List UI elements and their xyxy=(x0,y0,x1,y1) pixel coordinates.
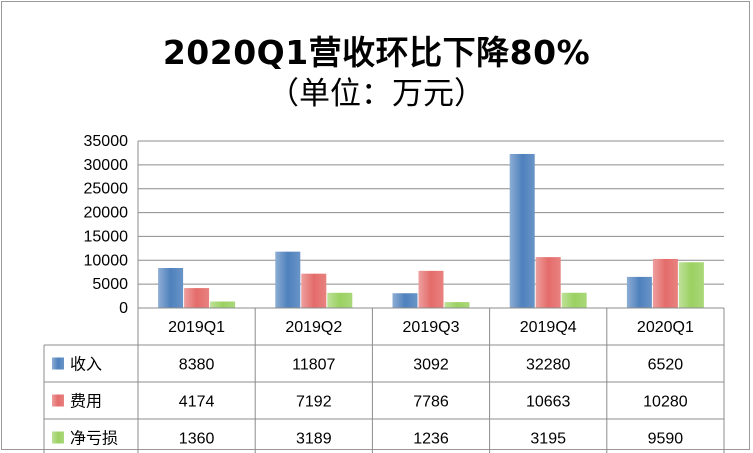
data-cell: 10280 xyxy=(643,394,688,411)
data-cell: 4174 xyxy=(179,394,215,411)
data-cell: 1360 xyxy=(179,431,215,448)
data-cell: 7192 xyxy=(296,394,332,411)
bar-0-1 xyxy=(275,251,301,308)
y-tick-label: 35000 xyxy=(84,133,129,150)
y-tick-label: 5000 xyxy=(92,276,128,293)
data-cell: 11807 xyxy=(292,357,335,374)
bar-2-3 xyxy=(561,292,587,308)
y-tick-label: 25000 xyxy=(84,181,129,198)
bar-0-3 xyxy=(509,153,535,308)
y-tick-label: 30000 xyxy=(84,157,129,174)
bar-0-0 xyxy=(158,268,184,308)
bar-2-2 xyxy=(444,302,470,308)
legend-key-2 xyxy=(52,431,64,444)
category-label: 2019Q2 xyxy=(285,319,342,336)
category-label: 2019Q4 xyxy=(520,319,577,336)
category-label: 2019Q1 xyxy=(168,319,225,336)
series-name: 费用 xyxy=(70,392,102,411)
series-name: 净亏损 xyxy=(70,429,118,448)
series-name: 收入 xyxy=(70,355,102,374)
bar-1-1 xyxy=(301,273,327,308)
bar-0-2 xyxy=(392,293,418,308)
bar-1-3 xyxy=(535,257,561,308)
data-cell: 10663 xyxy=(526,394,571,411)
category-label: 2020Q1 xyxy=(637,319,694,336)
data-cell: 6520 xyxy=(648,357,684,374)
y-tick-label: 20000 xyxy=(84,205,129,222)
data-cell: 32280 xyxy=(526,357,571,374)
chart-subtitle: （单位：万元） xyxy=(268,76,485,112)
data-cell: 7786 xyxy=(413,394,449,411)
data-cell: 3189 xyxy=(296,431,332,448)
data-cell: 1236 xyxy=(413,431,449,448)
y-tick-label: 10000 xyxy=(84,252,129,269)
category-label: 2019Q3 xyxy=(403,319,460,336)
y-tick-label: 15000 xyxy=(84,228,129,245)
bar-1-4 xyxy=(652,258,678,308)
y-tick-label: 0 xyxy=(119,300,128,317)
legend-key-0 xyxy=(52,357,64,370)
chart-title: 2020Q1营收环比下降80% xyxy=(162,33,591,72)
data-cell: 8380 xyxy=(179,357,215,374)
bar-0-4 xyxy=(626,276,652,308)
data-cell: 3092 xyxy=(413,357,449,374)
bar-2-0 xyxy=(210,301,236,308)
bar-2-4 xyxy=(678,262,704,308)
data-cell: 9590 xyxy=(648,431,684,448)
bar-2-1 xyxy=(327,292,353,308)
legend-key-1 xyxy=(52,394,64,407)
data-cell: 3195 xyxy=(530,431,566,448)
bar-1-0 xyxy=(184,288,210,308)
bar-1-2 xyxy=(418,270,444,308)
